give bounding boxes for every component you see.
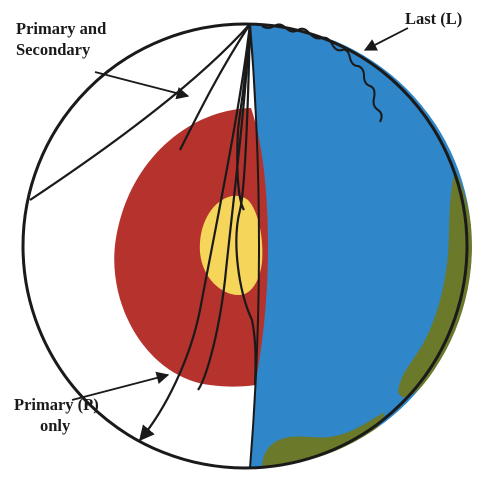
cross-section-boundary [249,23,260,469]
label-primary-only-line1: Primary (P) [14,395,99,414]
ray-outer-core-2 [197,23,252,391]
label-last: Last (L) [405,9,462,28]
label-primary-secondary-line2: Secondary [16,40,91,59]
ray-inner-core [235,23,257,386]
ray-mid [179,23,251,151]
outer-core [114,108,268,387]
label-primary-secondary-line1: Primary and [16,19,106,38]
earth-surface-half [250,24,472,468]
ocean [250,24,472,468]
ray-shallow [29,23,251,201]
arrow-primary-only [71,371,170,401]
seismic-ray-paths [29,23,257,442]
arrow-primary-secondary [94,71,190,100]
surface-wave-line [261,23,383,123]
earth-outline [21,22,469,470]
ray-outer-core-1 [139,23,252,442]
arrow-last [363,27,409,51]
land-mass-south [262,412,385,468]
inner-core [199,195,263,296]
label-primary-only-line2: only [40,416,71,435]
ray-inner-core-2 [236,23,252,211]
